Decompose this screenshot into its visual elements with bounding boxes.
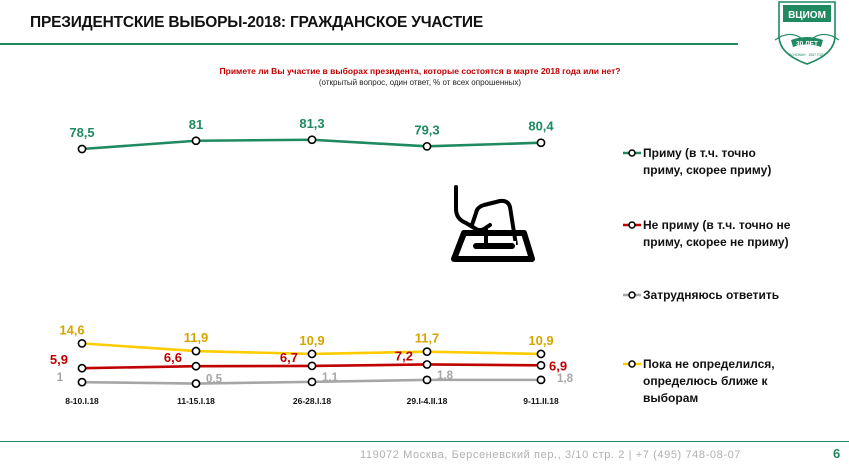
legend-marker-gray xyxy=(623,291,641,299)
data-label: 10,9 xyxy=(299,333,324,348)
data-label: 0,5 xyxy=(206,374,223,386)
legend-label-line1: Затрудняюсь ответить xyxy=(643,288,780,302)
data-label: 11,9 xyxy=(184,330,209,345)
data-point xyxy=(536,360,546,370)
legend-item-primu: Приму (в т.ч. точно приму, скорее приму) xyxy=(623,145,823,179)
data-point xyxy=(191,361,201,371)
x-tick-label: 9-11.II.18 xyxy=(523,396,559,406)
data-label: 1,8 xyxy=(557,373,574,385)
data-label: 1,1 xyxy=(322,372,339,384)
data-point xyxy=(307,135,317,145)
page-title: ПРЕЗИДЕНТСКИЕ ВЫБОРЫ-2018: ГРАЖДАНСКОЕ У… xyxy=(30,14,483,31)
data-label: 5,9 xyxy=(50,352,68,367)
logo-since: ОСНОВАН · 1987 ГОДУ xyxy=(788,53,826,57)
data-point xyxy=(191,346,201,356)
legend-item-ne-primu: Не приму (в т.ч. точно не приму, скорее … xyxy=(623,217,823,251)
data-point xyxy=(307,361,317,371)
ballot-box-icon xyxy=(451,185,535,262)
data-point xyxy=(422,360,432,369)
footer-address: 119072 Москва, Берсеневский пер., 3/10 с… xyxy=(360,449,742,461)
data-label: 80,4 xyxy=(528,119,554,134)
legend-marker-red xyxy=(623,221,641,229)
data-label: 14,6 xyxy=(59,322,84,337)
logo-name: ВЦИОМ xyxy=(788,10,826,21)
x-tick-label: 26-28.I.18 xyxy=(293,396,332,406)
chart-title: Примете ли Вы участие в выборах президен… xyxy=(219,66,621,76)
footer-divider xyxy=(0,441,849,442)
data-point xyxy=(77,144,87,154)
chart-subtitle: (открытый вопрос, один ответ, % от всех … xyxy=(318,78,522,87)
legend-label-line1: Не приму (в т.ч. точно не xyxy=(643,218,791,232)
data-point xyxy=(77,377,87,387)
data-point xyxy=(307,377,317,387)
x-tick-label: 11-15.I.18 xyxy=(177,396,215,406)
page-number: 6 xyxy=(833,446,841,461)
logo-years: 30 ЛЕТ xyxy=(796,41,818,48)
legend-label-line2: приму, скорее не приму) xyxy=(643,235,789,249)
legend-item-ne-opredelilsya: Пока не определился, определюсь ближе к … xyxy=(623,356,823,407)
data-label: 6,9 xyxy=(549,358,567,373)
legend-label-line1: Пока не определился, xyxy=(643,357,775,371)
data-label: 1,8 xyxy=(437,370,454,382)
data-label: 1 xyxy=(57,372,64,384)
data-label: 81,3 xyxy=(299,116,324,131)
data-point xyxy=(536,375,546,385)
data-point xyxy=(77,338,87,348)
x-tick-label: 29.I-4.II.18 xyxy=(407,396,448,406)
legend-marker-green xyxy=(623,149,641,157)
data-label: 10,9 xyxy=(528,333,553,348)
data-label: 6,6 xyxy=(164,350,182,365)
data-point xyxy=(422,141,432,151)
data-point xyxy=(191,136,201,146)
legend-label-line3: выборам xyxy=(643,391,699,405)
data-point xyxy=(536,349,546,359)
data-point xyxy=(536,138,546,148)
vciom-logo: ВЦИОМ 30 ЛЕТ ОСНОВАН · 1987 ГОДУ xyxy=(774,1,840,65)
data-point xyxy=(307,349,317,359)
data-point xyxy=(422,347,432,357)
legend-marker-yellow xyxy=(623,360,641,368)
data-label: 81 xyxy=(189,117,203,132)
data-point xyxy=(77,363,87,373)
legend-label-line2: приму, скорее приму) xyxy=(643,163,772,177)
data-label: 7,2 xyxy=(395,348,413,363)
legend-item-zatrudnyayus: Затрудняюсь ответить xyxy=(623,287,823,304)
data-label: 79,3 xyxy=(414,122,439,137)
data-point xyxy=(191,379,201,388)
x-tick-label: 8-10.I.18 xyxy=(65,396,99,406)
data-label: 6,7 xyxy=(280,350,298,365)
data-label: 78,5 xyxy=(69,125,94,140)
legend-label-line1: Приму (в т.ч. точно xyxy=(643,146,756,160)
legend-label-line2: определюсь ближе к xyxy=(643,374,768,388)
title-divider xyxy=(0,43,738,45)
data-point xyxy=(422,375,432,385)
data-label: 11,7 xyxy=(415,331,440,346)
